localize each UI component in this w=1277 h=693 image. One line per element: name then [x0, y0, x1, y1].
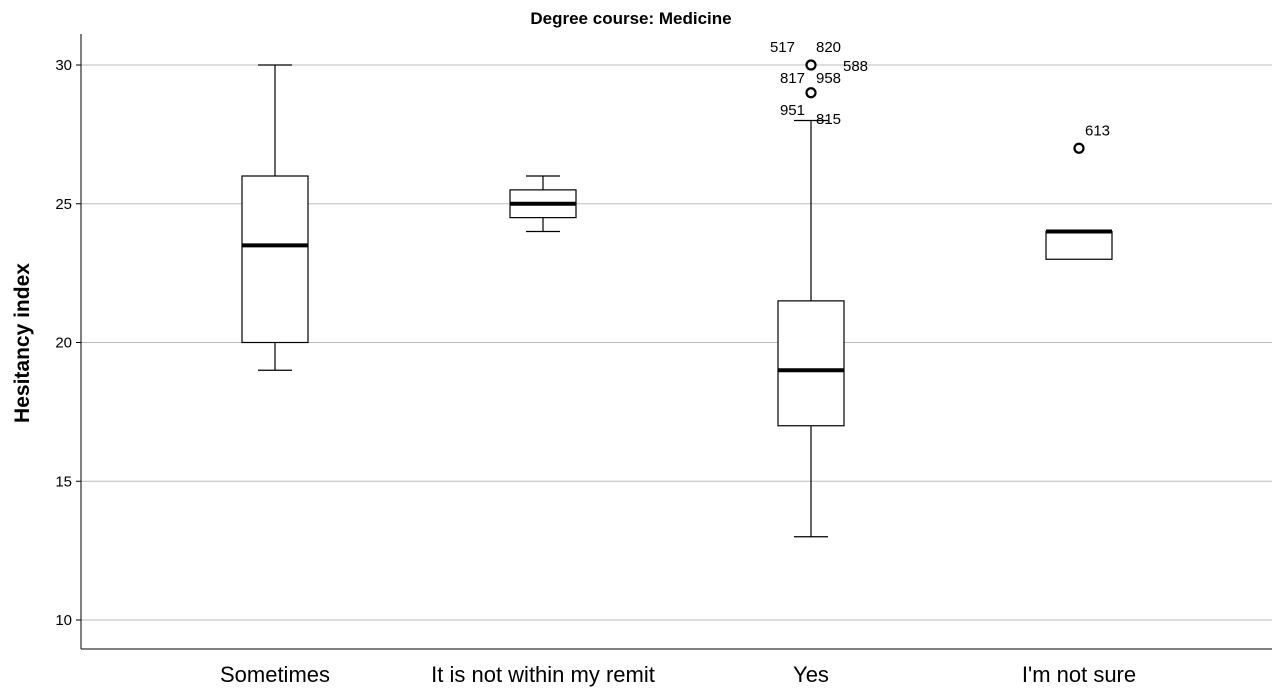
- iqr-box: [1045, 230, 1113, 260]
- x-tick-label: Yes: [793, 662, 829, 687]
- x-tick-label: It is not within my remit: [431, 662, 655, 687]
- y-tick-label: 25: [55, 196, 72, 213]
- chart-title: Degree course: Medicine: [530, 9, 731, 28]
- outlier-point: [1073, 142, 1085, 154]
- iqr-box: [777, 300, 845, 427]
- iqr-box: [241, 175, 309, 344]
- x-tick-label: I'm not sure: [1022, 662, 1136, 687]
- outlier-label: 815: [816, 111, 841, 128]
- outlier-label: 817: [780, 70, 805, 87]
- y-tick-label: 30: [55, 57, 72, 74]
- box-group: [241, 64, 309, 371]
- x-tick-label: Sometimes: [220, 662, 330, 687]
- axes: [80, 34, 1272, 650]
- y-tick-label: 20: [55, 335, 72, 352]
- outlier-label: 958: [816, 70, 841, 87]
- y-tick-label: 15: [55, 473, 72, 490]
- outlier-point: [805, 59, 817, 71]
- box-group: 613: [1045, 122, 1113, 260]
- outlier-label: 820: [816, 39, 841, 56]
- outlier-label: 613: [1085, 122, 1110, 139]
- box-group: [509, 175, 577, 233]
- y-tick-label: 10: [55, 612, 72, 629]
- outlier-label: 951: [780, 102, 805, 119]
- y-axis-label: Hesitancy index: [11, 263, 34, 423]
- x-tick-labels: Sometimes It is not within my remit Yes I'm…: [220, 662, 1136, 687]
- outlier-label: 517: [770, 39, 795, 56]
- y-tick-labels: 10 15 20 25 30: [55, 57, 81, 629]
- outlier-label: 588: [843, 58, 868, 75]
- outlier-point: [805, 87, 817, 99]
